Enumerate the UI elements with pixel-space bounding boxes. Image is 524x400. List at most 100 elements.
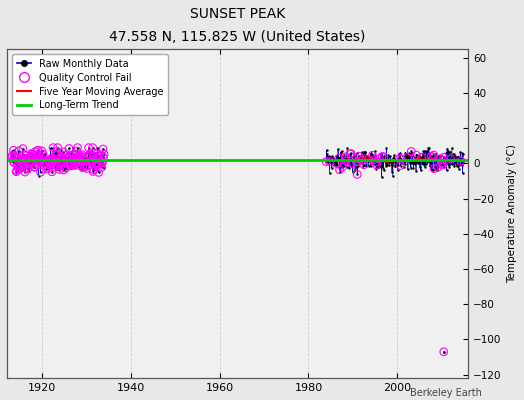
Point xyxy=(86,159,95,165)
Point xyxy=(22,152,30,159)
Point xyxy=(42,159,50,166)
Point xyxy=(53,144,62,151)
Point xyxy=(89,168,97,175)
Point xyxy=(28,162,36,168)
Point xyxy=(47,155,56,162)
Point xyxy=(364,156,372,163)
Point xyxy=(19,157,27,163)
Point xyxy=(36,156,45,162)
Point xyxy=(77,157,85,164)
Point xyxy=(13,163,21,169)
Legend: Raw Monthly Data, Quality Control Fail, Five Year Moving Average, Long-Term Tren: Raw Monthly Data, Quality Control Fail, … xyxy=(12,54,168,115)
Point xyxy=(50,157,59,163)
Point xyxy=(407,148,416,155)
Point xyxy=(32,161,41,167)
Point xyxy=(19,163,28,170)
Point xyxy=(348,160,356,166)
Point xyxy=(62,155,71,161)
Point xyxy=(418,154,426,160)
Point xyxy=(439,157,447,163)
Point xyxy=(21,169,29,175)
Title: SUNSET PEAK
47.558 N, 115.825 W (United States): SUNSET PEAK 47.558 N, 115.825 W (United … xyxy=(110,7,366,44)
Point xyxy=(83,162,91,169)
Point xyxy=(99,146,107,152)
Point xyxy=(93,156,101,162)
Point xyxy=(79,156,88,162)
Point xyxy=(85,151,94,157)
Point xyxy=(94,153,102,159)
Point xyxy=(15,156,24,163)
Point xyxy=(80,156,89,162)
Point xyxy=(75,152,84,159)
Point xyxy=(60,167,68,173)
Point xyxy=(89,144,97,151)
Point xyxy=(91,163,100,170)
Point xyxy=(380,154,388,160)
Point xyxy=(26,159,35,166)
Point xyxy=(355,153,363,160)
Point xyxy=(36,169,45,175)
Point xyxy=(55,166,63,173)
Text: Berkeley Earth: Berkeley Earth xyxy=(410,388,482,398)
Point xyxy=(12,168,20,175)
Point xyxy=(89,152,97,159)
Point xyxy=(342,154,350,160)
Point xyxy=(13,167,21,174)
Point xyxy=(72,152,80,158)
Point xyxy=(16,156,25,162)
Point xyxy=(90,167,98,173)
Point xyxy=(97,159,106,165)
Point xyxy=(347,150,355,157)
Point xyxy=(46,158,54,164)
Point xyxy=(430,166,439,172)
Point xyxy=(64,155,72,162)
Point xyxy=(430,152,438,158)
Point xyxy=(70,161,78,168)
Point xyxy=(61,152,69,158)
Point xyxy=(69,158,78,165)
Point xyxy=(59,149,68,155)
Point xyxy=(83,165,91,172)
Point xyxy=(37,154,46,161)
Point xyxy=(55,160,63,166)
Point xyxy=(358,157,366,163)
Point xyxy=(59,155,67,162)
Point xyxy=(90,150,99,156)
Point xyxy=(71,155,80,161)
Point xyxy=(28,151,36,158)
Point xyxy=(403,154,412,160)
Point xyxy=(12,155,20,162)
Point xyxy=(397,156,406,162)
Point xyxy=(57,162,65,169)
Point xyxy=(14,166,23,172)
Point xyxy=(65,145,73,152)
Point xyxy=(58,159,66,165)
Point xyxy=(396,162,405,169)
Point xyxy=(10,154,19,160)
Point xyxy=(396,155,404,161)
Point xyxy=(63,155,71,162)
Point xyxy=(375,156,384,162)
Y-axis label: Temperature Anomaly (°C): Temperature Anomaly (°C) xyxy=(507,144,517,283)
Point xyxy=(24,166,32,172)
Point xyxy=(342,158,351,164)
Point xyxy=(333,160,342,167)
Point xyxy=(27,150,36,157)
Point xyxy=(39,151,47,158)
Point xyxy=(438,160,446,167)
Point xyxy=(64,161,73,168)
Point xyxy=(45,159,53,166)
Point xyxy=(18,160,27,167)
Point xyxy=(51,152,60,158)
Point xyxy=(63,155,71,161)
Point xyxy=(79,164,87,171)
Point xyxy=(19,145,27,152)
Point xyxy=(352,159,361,165)
Point xyxy=(25,155,34,161)
Point xyxy=(335,166,344,173)
Point xyxy=(341,156,350,162)
Point xyxy=(52,162,60,169)
Point xyxy=(9,147,18,154)
Point xyxy=(78,152,86,158)
Point xyxy=(15,148,23,154)
